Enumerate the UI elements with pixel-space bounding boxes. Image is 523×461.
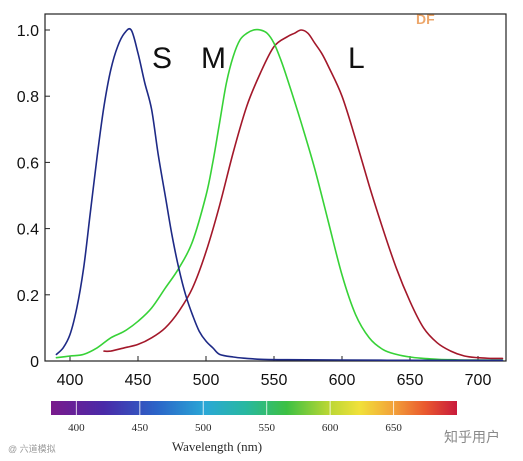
x-tick-label: 550 xyxy=(261,372,288,389)
y-axis-ticks: 0 0.2 0.4 0.6 0.8 1.0 xyxy=(17,23,50,371)
y-tick-label: 0.2 xyxy=(17,288,39,305)
curve-label-s: S xyxy=(152,42,172,75)
y-tick-label: 1.0 xyxy=(17,23,39,40)
plot-frame xyxy=(44,13,507,362)
watermark-bottom-left: @ 六道模拟 xyxy=(8,443,56,454)
curves xyxy=(55,27,504,362)
spectrum-bar xyxy=(51,401,457,415)
spectrum-bar-title: Wavelength (nm) xyxy=(172,439,262,454)
spectrum-bar-tick-label: 500 xyxy=(195,422,212,434)
x-tick-label: 650 xyxy=(397,372,424,389)
x-tick-label: 400 xyxy=(57,372,84,389)
spectrum-bar-tick-label: 450 xyxy=(132,422,149,434)
spectrum-bar-tick-label: 400 xyxy=(68,422,85,434)
series-line-s xyxy=(55,27,504,362)
y-tick-label: 0.4 xyxy=(17,222,39,239)
x-tick-label: 600 xyxy=(329,372,356,389)
spectrum-bar-ticks: 400 450 500 550 600 650 xyxy=(68,401,402,434)
curve-label-m: M xyxy=(201,42,226,75)
y-tick-label: 0.8 xyxy=(17,89,39,106)
series-line-m xyxy=(55,28,504,361)
watermark-zhihu-user: 知乎用户 xyxy=(444,429,500,445)
x-tick-label: 450 xyxy=(125,372,152,389)
spectrum-bar-tick-label: 600 xyxy=(322,422,339,434)
spectrum-bar-tick-label: 550 xyxy=(258,422,275,434)
watermark-df: DF xyxy=(416,11,435,27)
x-tick-label: 500 xyxy=(193,372,220,389)
y-tick-label: 0.6 xyxy=(17,155,39,172)
x-tick-label: 700 xyxy=(465,372,492,389)
spectrum-bar-tick-label: 650 xyxy=(385,422,402,434)
curve-label-l: L xyxy=(348,42,365,75)
y-tick-label: 0 xyxy=(30,354,39,371)
series-line-l xyxy=(103,29,504,360)
